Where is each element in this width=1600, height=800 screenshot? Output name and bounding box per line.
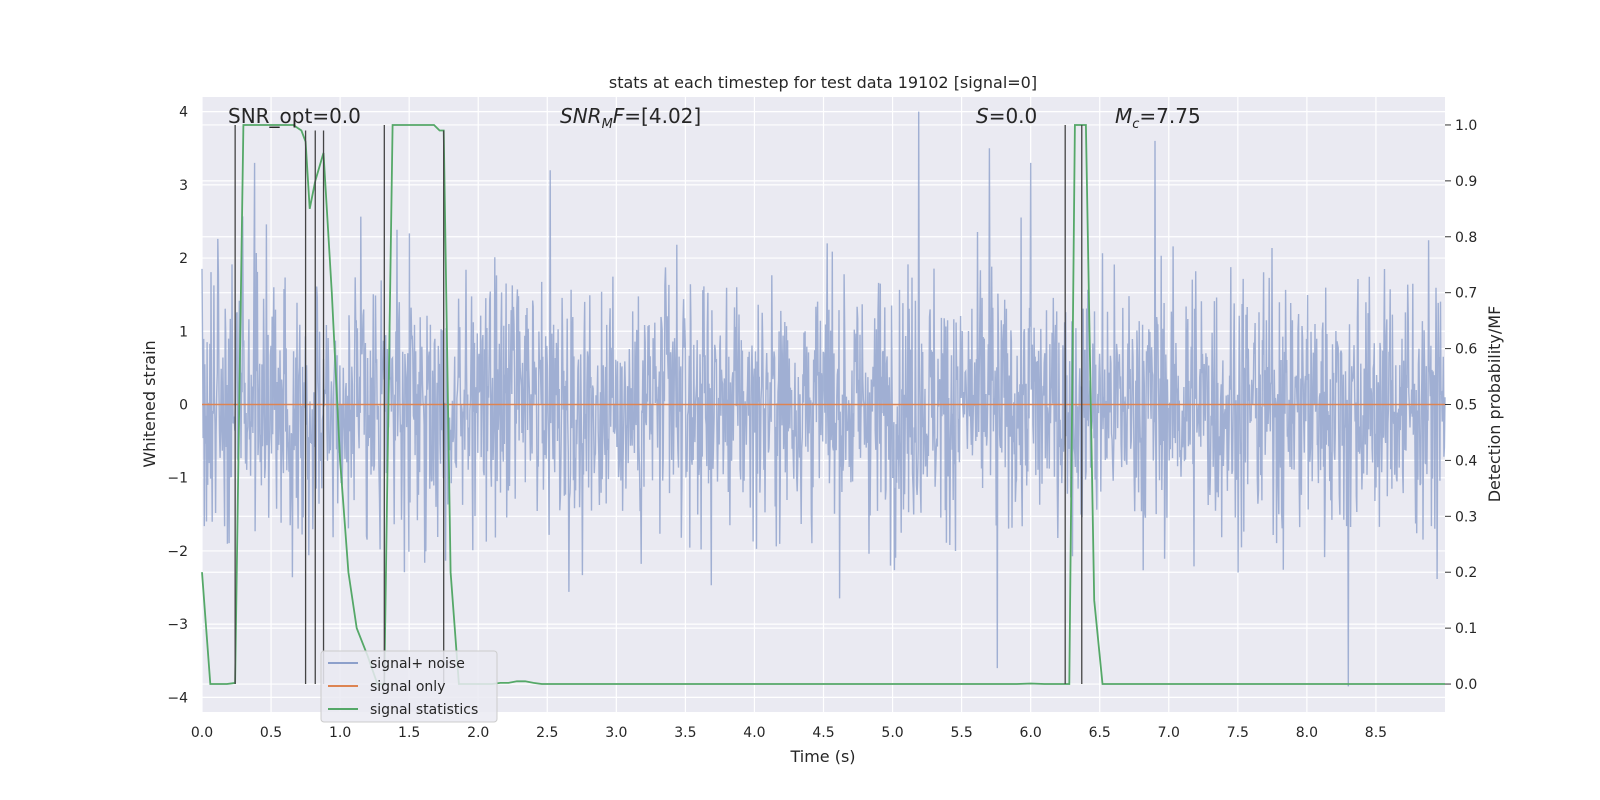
legend: signal+ noise signal only signal statist… — [320, 650, 498, 723]
y2-axis-label: Detection probability/MF — [1485, 306, 1504, 503]
x-tick-label: 2.0 — [467, 725, 489, 741]
y-tick-label: 4 — [179, 105, 188, 121]
annotation-mc-symbol: M — [1115, 104, 1132, 128]
annotation-s-value: =0.0 — [989, 104, 1038, 128]
y-tick-label: −3 — [167, 617, 188, 633]
x-tick-label: 4.0 — [743, 725, 765, 741]
x-tick-label: 3.0 — [605, 725, 627, 741]
annotation-mc: Mc=7.75 — [1115, 104, 1201, 132]
legend-label-signal-only: signal only — [370, 679, 445, 695]
y-tick-labels: 4 3 2 1 0 −1 −2 −3 −4 — [167, 105, 188, 707]
x-tick-label: 7.0 — [1158, 725, 1180, 741]
y-tick-label: 3 — [179, 178, 188, 194]
y-tick-label: −2 — [167, 544, 188, 560]
annotation-snr-mf-symbol-2: F — [613, 104, 625, 128]
x-tick-label: 7.5 — [1227, 725, 1249, 741]
x-tick-label: 5.0 — [881, 725, 903, 741]
annotation-snr-opt: SNR_opt=0.0 — [228, 104, 361, 128]
annotation-snr-mf: SNRMF=[4.02] — [560, 104, 701, 132]
x-tick-labels: 0.0 0.5 1.0 1.5 2.0 2.5 3.0 3.5 4.0 4.5 5.0 5.5 6.0 6… — [191, 725, 1387, 741]
x-axis-label: Time (s) — [789, 747, 855, 766]
series-line-signal-noise — [201, 111, 1446, 687]
annotation-mc-subscript: c — [1132, 117, 1139, 132]
y-axis-label: Whitened strain — [140, 340, 159, 467]
x-tick-label: 0.0 — [191, 725, 213, 741]
y2-tick-label: 0.7 — [1455, 286, 1477, 302]
x-tick-label: 5.5 — [950, 725, 972, 741]
y2-tick-label: 0.9 — [1455, 174, 1477, 190]
x-tick-label: 3.5 — [674, 725, 696, 741]
annotation-snr-mf-value: =[4.02] — [624, 104, 701, 128]
annotation-s: S=0.0 — [976, 104, 1037, 128]
y2-tick-label: 0.8 — [1455, 230, 1477, 246]
x-tick-label: 0.5 — [260, 725, 282, 741]
x-tick-label: 6.0 — [1020, 725, 1042, 741]
y2-tick-label: 0.0 — [1455, 677, 1477, 693]
y2-tick-label: 0.4 — [1455, 453, 1477, 469]
chart-title: stats at each timestep for test data 191… — [609, 73, 1037, 92]
annotation-snr-mf-symbol: SNR — [560, 104, 602, 128]
y-tick-label: −4 — [167, 690, 188, 706]
annotation-s-symbol: S — [976, 104, 989, 128]
x-tick-label: 6.5 — [1089, 725, 1111, 741]
x-tick-label: 4.5 — [812, 725, 834, 741]
y-tick-label: −1 — [167, 471, 188, 487]
signal-noise-series — [201, 111, 1446, 687]
legend-label-signal-noise: signal+ noise — [370, 656, 465, 672]
legend-box — [320, 650, 498, 723]
y2-tick-label: 0.2 — [1455, 565, 1477, 581]
x-tick-label: 8.5 — [1365, 725, 1387, 741]
y2-tick-label: 0.6 — [1455, 342, 1477, 358]
y-tick-label: 1 — [179, 324, 188, 340]
x-tick-label: 1.0 — [329, 725, 351, 741]
annotation-mc-value: =7.75 — [1139, 104, 1200, 128]
y2-tick-labels: 1.0 0.9 0.8 0.7 0.6 0.5 0.4 0.3 0.2 0.1 0.0 — [1445, 118, 1477, 693]
y2-tick-label: 1.0 — [1455, 118, 1477, 134]
y2-tick-label: 0.5 — [1455, 398, 1477, 414]
y2-tick-label: 0.1 — [1455, 621, 1477, 637]
y-tick-label: 2 — [179, 251, 188, 267]
vertical-markers — [234, 124, 1083, 685]
legend-label-signal-statistics: signal statistics — [370, 702, 478, 718]
y2-tick-label: 0.3 — [1455, 509, 1477, 525]
x-tick-label: 2.5 — [536, 725, 558, 741]
y-tick-label: 0 — [179, 398, 188, 414]
x-tick-label: 1.5 — [398, 725, 420, 741]
x-tick-label: 8.0 — [1296, 725, 1318, 741]
annotation-snr-mf-subscript: M — [602, 117, 613, 132]
